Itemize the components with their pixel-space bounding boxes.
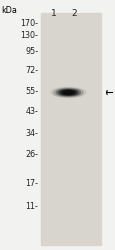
Text: 1: 1 bbox=[51, 9, 56, 18]
Text: kDa: kDa bbox=[1, 6, 17, 15]
Ellipse shape bbox=[58, 90, 77, 95]
Text: 43-: 43- bbox=[25, 107, 38, 116]
Ellipse shape bbox=[61, 90, 75, 94]
Bar bbox=[41, 12, 100, 245]
Ellipse shape bbox=[56, 89, 80, 96]
Text: 26-: 26- bbox=[25, 150, 38, 159]
Text: 130-: 130- bbox=[20, 31, 38, 40]
Ellipse shape bbox=[53, 88, 83, 97]
Text: 72-: 72- bbox=[25, 66, 38, 75]
Text: 11-: 11- bbox=[25, 202, 38, 211]
Text: 55-: 55- bbox=[25, 88, 38, 96]
Text: 95-: 95- bbox=[25, 47, 38, 56]
Text: 17-: 17- bbox=[25, 179, 38, 188]
Ellipse shape bbox=[51, 87, 85, 98]
Ellipse shape bbox=[63, 91, 73, 94]
Text: 2: 2 bbox=[71, 9, 76, 18]
Text: 170-: 170- bbox=[20, 18, 38, 28]
Text: 34-: 34- bbox=[25, 130, 38, 138]
